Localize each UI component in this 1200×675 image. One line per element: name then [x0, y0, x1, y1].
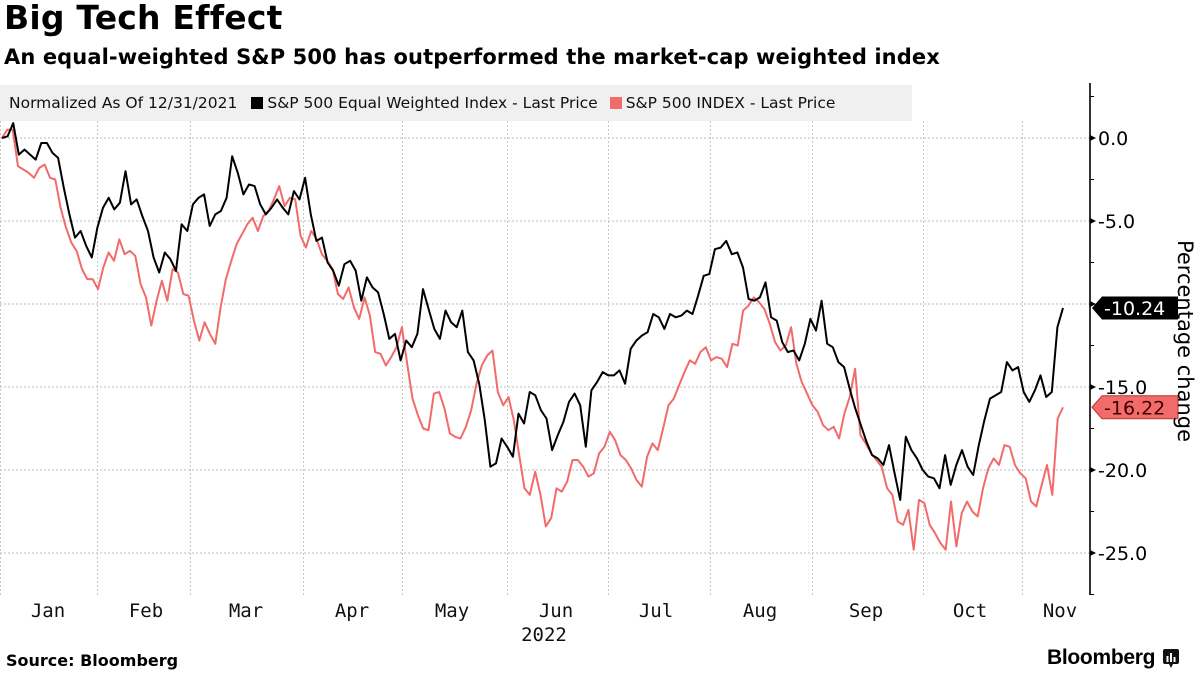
y-tick-label: -15.0 — [1098, 377, 1147, 399]
bloomberg-chart-icon — [1163, 648, 1180, 668]
last-value-flag-equal-weighted — [1092, 296, 1178, 320]
y-major-tick — [1090, 467, 1096, 473]
y-tick-label: -20.0 — [1098, 460, 1147, 482]
x-tick-label: Jan — [31, 600, 65, 622]
legend: Normalized As Of 12/31/2021 S&P 500 Equa… — [0, 85, 912, 121]
x-tick-label: Jun — [539, 600, 573, 622]
x-tick-label: Oct — [953, 600, 987, 622]
series-line-sp500 — [1, 128, 1064, 551]
x-tick-label: Mar — [229, 600, 263, 622]
last-value-flag-sp500 — [1091, 395, 1179, 420]
y-major-tick — [1090, 301, 1096, 307]
x-year-label: 2022 — [521, 624, 567, 646]
legend-swatch-red-icon — [609, 97, 622, 109]
x-axis: Jan Feb Mar Apr May Jun Jul Aug Sep Oct Nov 2022 — [31, 600, 1077, 646]
x-tick-label: Feb — [129, 600, 163, 622]
y-major-tick — [1090, 384, 1096, 390]
chart-title: Big Tech Effect — [4, 0, 283, 37]
series-layer — [1, 122, 1064, 551]
legend-item-sp500: S&P 500 INDEX - Last Price — [609, 94, 836, 112]
x-tick-label: Apr — [335, 600, 369, 622]
legend-swatch-black-icon — [251, 97, 264, 109]
source-note: Source: Bloomberg — [6, 651, 179, 670]
gridlines — [0, 121, 1090, 595]
y-axis-title: Percentage change — [1170, 228, 1200, 453]
y-tick-label: 0.0 — [1098, 128, 1128, 150]
last-value-labels: -10.24 -16.22 — [1091, 296, 1179, 420]
y-major-tick — [1090, 218, 1096, 224]
y-major-tick — [1090, 550, 1096, 556]
x-tick-label: May — [435, 600, 469, 622]
legend-normalization-note: Normalized As Of 12/31/2021 — [9, 94, 238, 112]
bloomberg-brand: Bloomberg — [1047, 646, 1180, 670]
legend-label: S&P 500 INDEX - Last Price — [625, 94, 836, 112]
last-value-label: -16.22 — [1104, 397, 1165, 419]
last-value-label: -10.24 — [1104, 298, 1165, 320]
y-tick-label: -25.0 — [1098, 543, 1147, 565]
legend-item-equal-weighted: S&P 500 Equal Weighted Index - Last Pric… — [251, 94, 598, 112]
x-tick-label: Sep — [849, 600, 883, 622]
chart-subtitle: An equal-weighted S&P 500 has outperform… — [4, 45, 940, 69]
y-tick-label: -5.0 — [1098, 211, 1135, 233]
series-line-equal-weighted — [1, 122, 1064, 501]
x-tick-label: Jul — [639, 600, 673, 622]
brand-name: Bloomberg — [1047, 646, 1156, 669]
x-tick-label: Nov — [1043, 600, 1077, 622]
x-tick-label: Aug — [743, 600, 777, 622]
y-axis: 0.0-5.0-10.0-15.0-20.0-25.0 — [1089, 83, 1147, 595]
legend-label: S&P 500 Equal Weighted Index - Last Pric… — [267, 94, 598, 112]
y-axis-title-text: Percentage change — [1173, 239, 1197, 442]
y-major-tick — [1090, 135, 1096, 141]
